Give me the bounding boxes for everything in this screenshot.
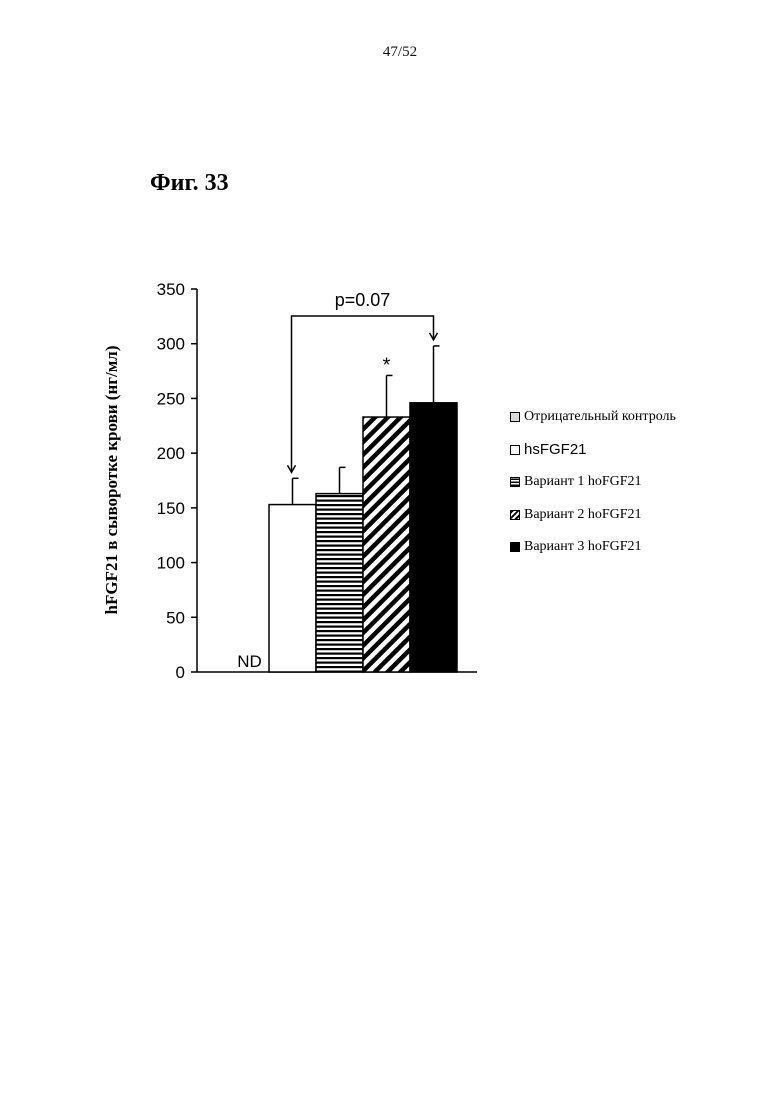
chart-legend: Отрицательный контроль hsFGF21 Вариант 1… [510, 401, 676, 564]
y-tick-label: 50 [166, 608, 185, 627]
legend-label: hsFGF21 [524, 441, 587, 458]
legend-item-variant-2: Вариант 2 hoFGF21 [510, 499, 676, 532]
p-value-label: p=0.07 [335, 290, 391, 310]
legend-swatch-hsfgf21 [510, 445, 520, 455]
legend-label: Отрицательный контроль [524, 409, 676, 425]
legend-label: Вариант 3 hoFGF21 [524, 539, 642, 555]
bar-data-label: ND [237, 652, 262, 671]
legend-label: Вариант 1 hoFGF21 [524, 474, 642, 490]
y-tick-label: 150 [157, 499, 185, 518]
bar-3 [363, 417, 410, 672]
y-tick-label: 350 [157, 280, 185, 299]
y-tick-label: 200 [157, 444, 185, 463]
legend-item-hsfgf21: hsFGF21 [510, 434, 676, 467]
legend-swatch-negative-control [510, 412, 520, 422]
legend-item-variant-1: Вариант 1 hoFGF21 [510, 466, 676, 499]
bar-2 [316, 494, 363, 672]
y-tick-label: 250 [157, 389, 185, 408]
legend-item-negative-control: Отрицательный контроль [510, 401, 676, 434]
legend-item-variant-3: Вариант 3 hoFGF21 [510, 531, 676, 564]
bar-4 [410, 403, 457, 672]
legend-swatch-variant-3 [510, 542, 520, 552]
bar-1 [269, 505, 316, 672]
y-tick-label: 0 [176, 663, 185, 682]
y-axis-label: hFGF21 в сыворотке крови (нг/мл) [102, 346, 122, 615]
legend-swatch-variant-1 [510, 477, 520, 487]
legend-label: Вариант 2 hoFGF21 [524, 507, 642, 523]
legend-swatch-variant-2 [510, 510, 520, 520]
bar-data-label: * [383, 354, 391, 376]
y-tick-label: 300 [157, 335, 185, 354]
chart-bars: ND * [237, 346, 457, 672]
y-tick-label: 100 [157, 554, 185, 573]
